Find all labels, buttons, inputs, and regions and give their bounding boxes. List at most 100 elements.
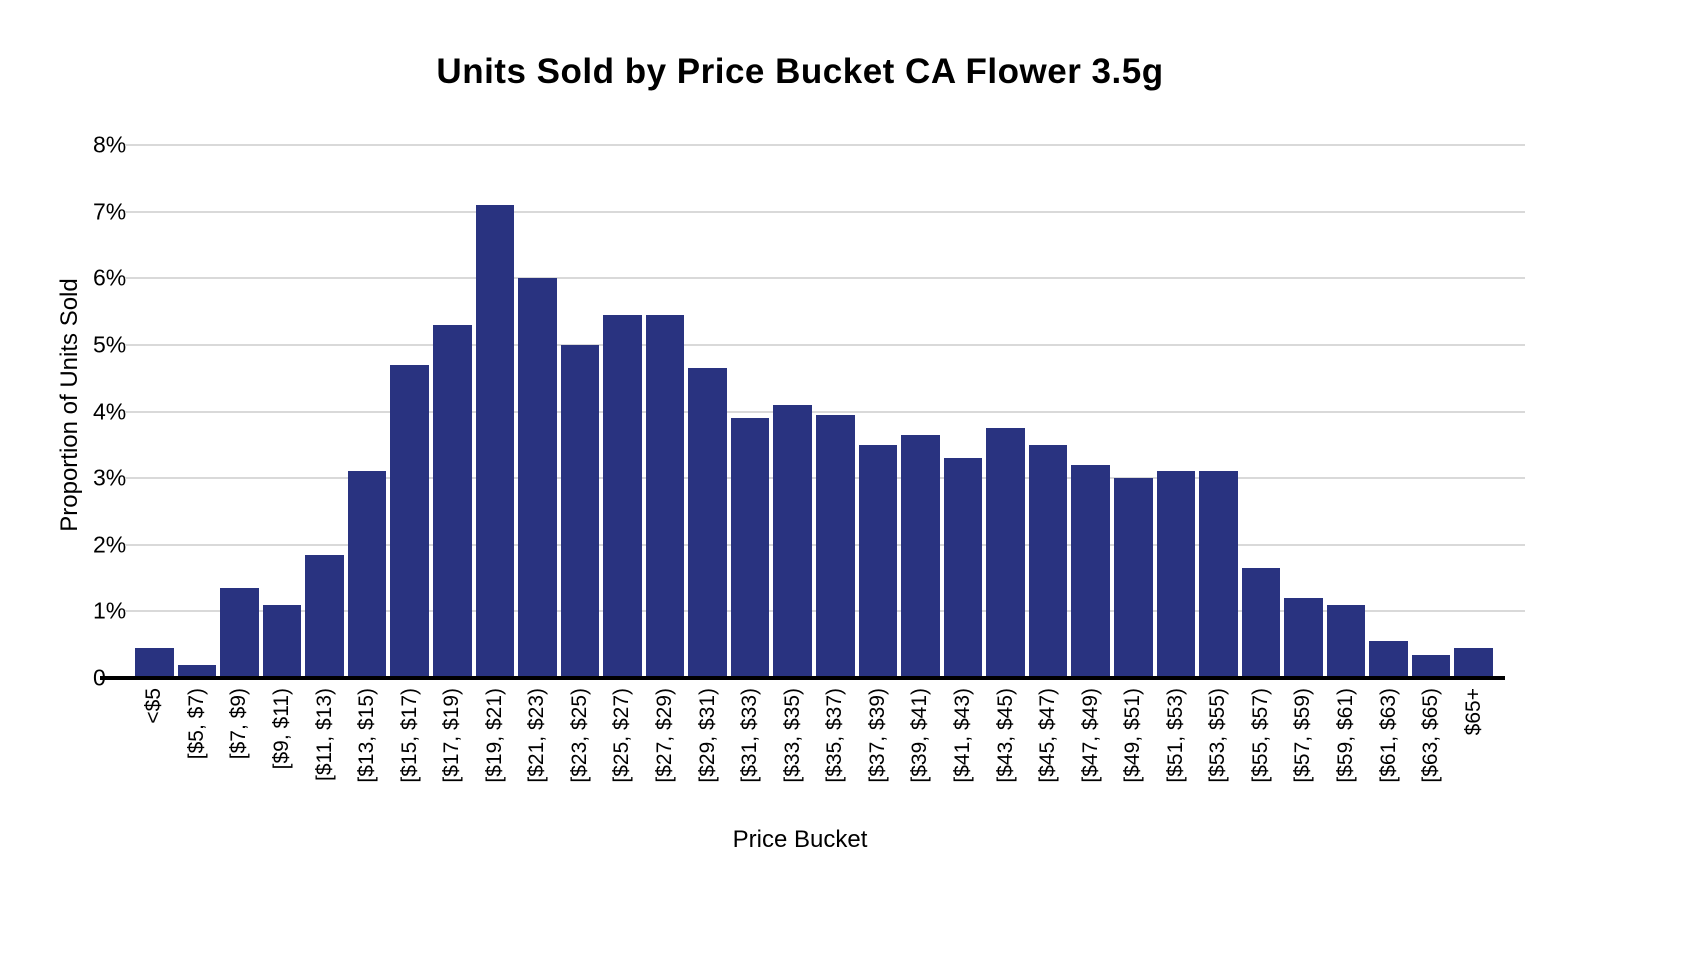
y-tick-label: 2% — [93, 531, 127, 558]
bar — [1241, 568, 1281, 678]
x-tick-label: <$5 — [142, 688, 166, 724]
bar-cell — [1197, 145, 1240, 678]
x-label-cell: [$35, $37) — [814, 688, 857, 783]
x-label-cell: [$15, $17) — [388, 688, 431, 783]
bar — [986, 428, 1025, 678]
x-axis-labels: <$5 [$5, $7) [$7, $9) [$9, $11) [$11, $13) [$… — [133, 688, 1495, 783]
bar — [1411, 654, 1451, 678]
bar — [347, 471, 387, 678]
x-label-cell: [$59, $61) — [1325, 688, 1368, 783]
bar — [1284, 598, 1323, 678]
x-tick-label: [$11, $13) — [312, 688, 336, 782]
bar — [901, 434, 940, 678]
x-label-cell: [$55, $57) — [1240, 688, 1283, 783]
x-tick-label: [$57, $59) — [1291, 688, 1315, 783]
bar-cell — [431, 145, 474, 678]
bar — [1156, 471, 1196, 678]
gridline — [125, 343, 1525, 346]
bar — [220, 588, 259, 678]
x-label-cell: [$23, $25) — [559, 688, 602, 783]
chart-title: Units Sold by Price Bucket CA Flower 3.5… — [436, 52, 1164, 91]
bar — [603, 314, 642, 678]
bar — [816, 414, 855, 678]
x-label-cell: [$49, $51) — [1112, 688, 1155, 783]
x-label-cell: [$57, $59) — [1282, 688, 1325, 783]
x-label-cell: [$19, $21) — [474, 688, 517, 783]
y-tick-label: 3% — [93, 464, 127, 491]
x-tick-label: [$55, $57) — [1248, 688, 1272, 783]
y-tick-label: 8% — [93, 131, 127, 158]
x-label-cell: <$5 — [133, 688, 176, 724]
bar — [1326, 604, 1366, 678]
bar — [1369, 641, 1408, 678]
x-tick-label: [$37, $39) — [865, 688, 889, 783]
bar-cell — [1367, 145, 1410, 678]
bar-cell — [814, 145, 857, 678]
x-label-cell: [$9, $11) — [261, 688, 304, 769]
x-tick-label: [$63, $65) — [1419, 688, 1443, 783]
bar-cell — [1240, 145, 1283, 678]
x-tick-label: [$47, $49) — [1078, 688, 1102, 783]
y-tick-label: 7% — [93, 198, 127, 225]
bar — [560, 344, 600, 678]
x-tick-label: [$29, $31) — [695, 688, 719, 783]
y-tick-labels: 0 1% 2% 3% 4% 5% 6% 7% 8% — [93, 132, 153, 691]
bar-cell — [1155, 145, 1198, 678]
x-label-cell: [$45, $47) — [1027, 688, 1070, 783]
bar-cell — [771, 145, 814, 678]
bar — [1028, 444, 1068, 678]
x-label-cell: [$21, $23) — [516, 688, 559, 783]
x-label-cell: [$51, $53) — [1155, 688, 1198, 783]
bar — [645, 314, 685, 678]
bars — [133, 145, 1495, 678]
x-tick-label: [$51, $53) — [1163, 688, 1187, 783]
y-tick-label: 0 — [93, 665, 106, 692]
x-label-cell: [$43, $45) — [984, 688, 1027, 783]
x-label-cell: [$41, $43) — [942, 688, 985, 783]
bar-cell — [1282, 145, 1325, 678]
bar — [475, 204, 515, 678]
x-label-cell: [$39, $41) — [899, 688, 942, 783]
x-label-cell: [$47, $49) — [1069, 688, 1112, 783]
bar-cell — [218, 145, 261, 678]
y-tick-label: 5% — [93, 331, 127, 358]
x-tick-label: [$27, $29) — [653, 688, 677, 783]
x-tick-label: [$39, $41) — [908, 688, 932, 783]
x-tick-label: [$31, $33) — [738, 688, 762, 783]
x-tick-label: [$33, $35) — [780, 688, 804, 783]
x-tick-label: [$19, $21) — [482, 688, 506, 783]
x-tick-label: [$23, $25) — [567, 688, 591, 783]
x-tick-label: $65+ — [1461, 688, 1485, 736]
bar-cell — [303, 145, 346, 678]
bar-cell — [601, 145, 644, 678]
x-tick-label: [$35, $37) — [823, 688, 847, 783]
bar — [1113, 478, 1153, 678]
gridline — [125, 410, 1525, 413]
x-tick-label: [$9, $11) — [269, 688, 293, 770]
y-tick-label: 1% — [93, 597, 127, 624]
bar — [943, 458, 983, 678]
bar — [390, 364, 429, 678]
x-label-cell: $65+ — [1452, 688, 1495, 735]
x-label-cell: [$11, $13) — [303, 688, 346, 781]
gridline — [125, 277, 1525, 280]
x-label-cell: [$63, $65) — [1410, 688, 1453, 783]
x-tick-label: [$43, $45) — [993, 688, 1017, 783]
x-tick-label: [$5, $7) — [184, 688, 208, 760]
x-tick-label: [$49, $51) — [1121, 688, 1145, 783]
bar-cell — [559, 145, 602, 678]
x-label-cell: [$17, $19) — [431, 688, 474, 783]
x-label-cell: [$27, $29) — [644, 688, 687, 783]
x-label-cell: [$7, $9) — [218, 688, 261, 759]
bar-cell — [1027, 145, 1070, 678]
x-tick-label: [$61, $63) — [1376, 688, 1400, 783]
bar — [773, 404, 812, 678]
bar-cell — [1410, 145, 1453, 678]
bar-cell — [984, 145, 1027, 678]
x-label-cell: [$61, $63) — [1367, 688, 1410, 783]
bar — [688, 368, 727, 678]
bar-cell — [644, 145, 687, 678]
bar-cell — [942, 145, 985, 678]
x-label-cell: [$5, $7) — [176, 688, 219, 759]
